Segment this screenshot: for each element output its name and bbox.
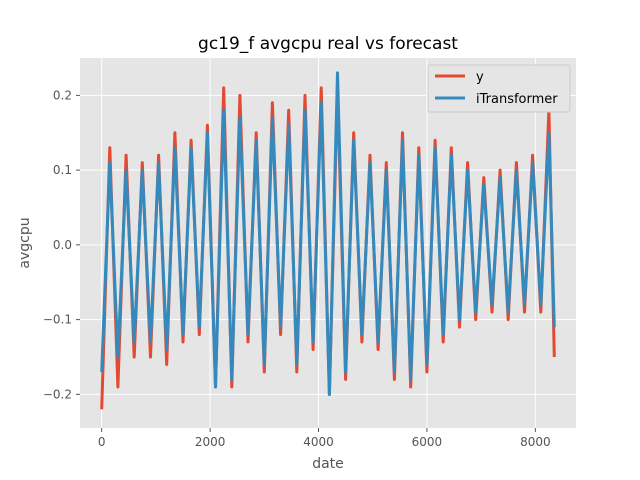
x-tick-label: 6000 [412, 435, 443, 449]
x-tick-label: 4000 [303, 435, 334, 449]
y-tick-label: −0.1 [43, 313, 72, 327]
x-tick-label: 8000 [520, 435, 551, 449]
y-tick-label: 0.0 [53, 238, 72, 252]
legend: y iTransformer [427, 64, 571, 113]
chart-title: gc19_f avgcpu real vs forecast [198, 34, 458, 54]
y-axis-label: avgcpu [17, 217, 33, 268]
y-tick-label: 0.2 [53, 88, 72, 102]
y-tick-label: −0.2 [43, 387, 72, 401]
series-line-itransformer [100, 71, 556, 396]
x-axis-label: date [312, 456, 344, 472]
series-group [100, 71, 556, 410]
legend-label-itransformer: iTransformer [476, 92, 558, 107]
x-tick-label: 0 [98, 435, 106, 449]
y-axis: −0.2 −0.1 0.0 0.1 0.2 [43, 88, 80, 401]
x-axis: 0 2000 4000 6000 8000 [98, 428, 551, 449]
y-tick-label: 0.1 [53, 163, 72, 177]
legend-label-y: y [476, 70, 484, 85]
x-tick-label: 2000 [195, 435, 226, 449]
